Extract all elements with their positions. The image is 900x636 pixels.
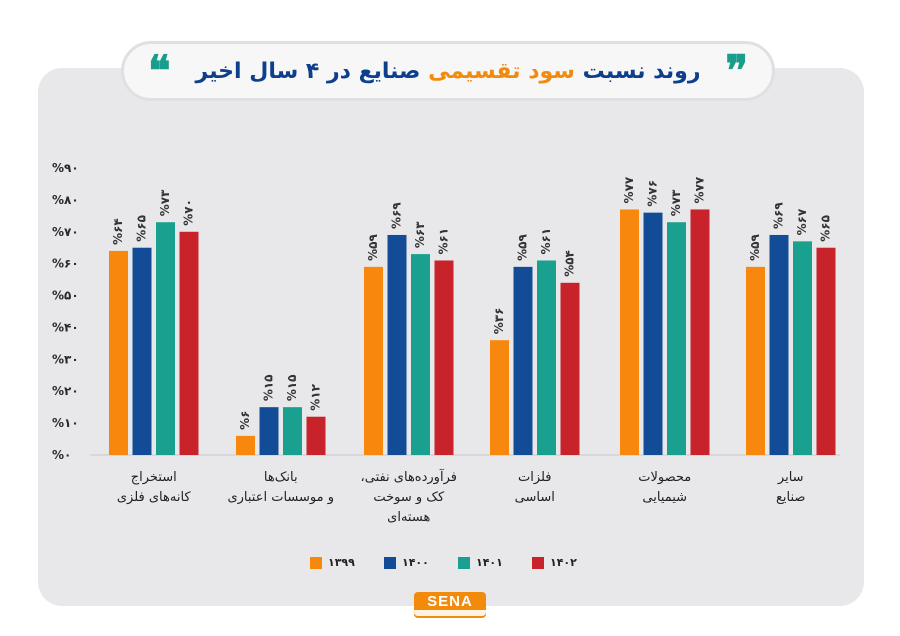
data-label: %۶۴ <box>111 218 125 245</box>
bar <box>283 407 302 455</box>
quote-open-icon: ❞ <box>725 46 748 95</box>
bar <box>690 209 710 455</box>
legend-item: ۱۳۹۹ <box>310 556 355 569</box>
bar <box>560 282 580 455</box>
y-tick-label: %۴۰ <box>52 320 79 334</box>
bar <box>109 250 128 455</box>
logo-underline <box>414 610 486 616</box>
bar <box>306 416 326 455</box>
sena-logo: SENA <box>414 592 486 618</box>
data-label: %۶۱ <box>539 228 553 255</box>
data-label: %۳۶ <box>492 308 506 335</box>
bar <box>513 266 533 455</box>
legend-label: ۱۴۰۰ <box>402 556 429 569</box>
data-label: %۷۷ <box>622 176 636 203</box>
category-label: محصولات <box>638 470 691 485</box>
category-label: فلزات <box>518 470 552 485</box>
bar <box>620 209 639 455</box>
data-label: %۷۷ <box>693 176 707 203</box>
y-tick-label: %۰ <box>52 448 71 462</box>
category-label: استخراج <box>131 470 177 485</box>
chart-title: روند نسبت سود تقسیمی صنایع در ۴ سال اخیر <box>124 44 772 98</box>
bar <box>156 222 175 455</box>
quote-close-icon: ❝ <box>148 46 171 95</box>
title-part-3: صنایع در ۴ سال اخیر <box>195 58 421 84</box>
data-label: %۵۹ <box>748 234 762 261</box>
legend-label: ۱۴۰۱ <box>476 556 503 569</box>
bar <box>816 247 836 455</box>
bar <box>259 407 279 455</box>
bar <box>793 241 812 455</box>
y-tick-label: %۵۰ <box>52 289 79 303</box>
chart-legend: ۱۳۹۹ ۱۴۰۰ ۱۴۰۱ ۱۴۰۲ <box>300 556 600 576</box>
data-label: %۶۱ <box>437 228 451 255</box>
title-banner: ❞ روند نسبت سود تقسیمی صنایع در ۴ سال اخ… <box>121 41 775 101</box>
data-label: %۶۵ <box>135 215 149 242</box>
bar <box>132 247 152 455</box>
data-label: %۶۹ <box>772 202 786 229</box>
bar <box>643 212 663 455</box>
legend-swatch <box>384 556 396 569</box>
category-label: صنایع <box>776 490 805 505</box>
data-label: %۷۳ <box>158 189 172 216</box>
data-label: %۶۹ <box>390 202 404 229</box>
data-label: %۷۳ <box>669 189 683 216</box>
y-tick-label: %۹۰ <box>52 161 79 175</box>
title-part-1: روند نسبت <box>582 58 701 84</box>
bar <box>537 260 556 455</box>
legend-label: ۱۴۰۲ <box>550 556 577 569</box>
bar <box>411 254 430 455</box>
data-label: %۷۶ <box>646 180 660 207</box>
y-tick-label: %۳۰ <box>52 352 79 366</box>
data-label: %۵۹ <box>366 234 380 261</box>
category-label: شیمیایی <box>642 490 687 505</box>
data-label: %۵۹ <box>516 234 530 261</box>
category-label: سایر <box>777 470 804 485</box>
legend-item: ۱۴۰۱ <box>458 556 503 569</box>
legend-item: ۱۴۰۲ <box>532 556 577 569</box>
title-part-2: سود تقسیمی <box>428 58 575 84</box>
category-label: فرآورده‌های نفتی، <box>361 468 457 485</box>
bar <box>490 340 509 455</box>
bar <box>364 266 383 455</box>
y-tick-label: %۱۰ <box>52 416 79 430</box>
data-label: %۶۳ <box>413 221 427 248</box>
bar <box>746 266 765 455</box>
category-label: بانک‌ها <box>264 470 298 485</box>
category-label: کک و سوخت <box>373 490 445 505</box>
data-label: %۱۵ <box>285 374 299 401</box>
y-tick-label: %۸۰ <box>52 193 79 207</box>
category-label: اساسی <box>515 490 555 505</box>
legend-swatch <box>458 556 470 569</box>
category-label: کانه‌های فلزی <box>117 490 192 505</box>
y-tick-label: %۲۰ <box>52 384 79 398</box>
bar <box>179 231 199 455</box>
bar <box>387 234 407 455</box>
bar <box>667 222 686 455</box>
data-label: %۶۷ <box>795 208 809 235</box>
legend-swatch <box>310 556 322 569</box>
logo-text: SENA <box>427 593 473 610</box>
data-label: %۱۵ <box>262 374 276 401</box>
legend-label: ۱۳۹۹ <box>328 556 355 569</box>
bar <box>769 234 789 455</box>
category-label: هسته‌ای <box>387 510 430 525</box>
legend-swatch <box>532 556 544 569</box>
bar <box>434 260 454 455</box>
data-label: %۶۵ <box>819 215 833 242</box>
data-label: %۶ <box>238 411 252 430</box>
category-label: و موسسات اعتباری <box>227 490 334 505</box>
data-label: %۵۴ <box>563 250 577 277</box>
y-tick-label: %۶۰ <box>52 257 79 271</box>
data-label: %۷۰ <box>182 199 196 226</box>
bar <box>236 435 255 455</box>
legend-item: ۱۴۰۰ <box>384 556 429 569</box>
y-tick-label: %۷۰ <box>52 225 79 239</box>
data-label: %۱۲ <box>309 383 323 410</box>
